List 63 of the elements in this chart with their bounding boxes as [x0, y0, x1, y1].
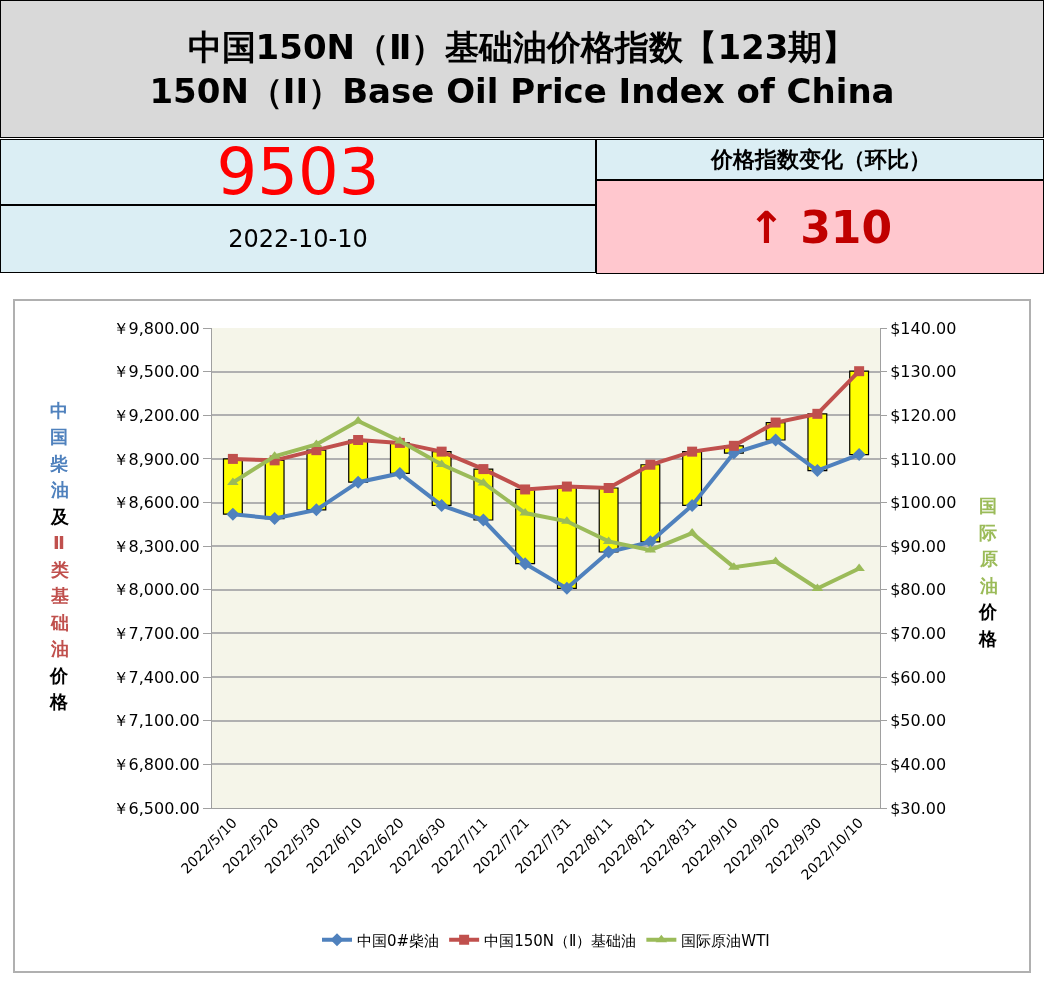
point	[687, 446, 698, 457]
point	[812, 408, 823, 419]
text: ↑ 310	[747, 201, 893, 253]
y2-tick-label: $70.00	[890, 624, 947, 644]
point	[226, 507, 240, 521]
y-tick-label: ￥8,600.00	[112, 493, 200, 513]
chart-title: 中国150N（Ⅱ）基础油价格指数【123期】 150N（II）Base Oil Price Index of China	[149, 26, 895, 112]
legend-label: 国际原油WTI	[681, 931, 770, 950]
y2-tick-label: $80.00	[890, 580, 947, 600]
point	[685, 498, 699, 512]
y2-axis-title: 国际原油价格	[978, 495, 998, 649]
text: 中国柴油及Ⅱ类基础油价格	[50, 400, 69, 712]
point	[770, 417, 781, 428]
y2-tick-label: $30.00	[890, 798, 947, 818]
point	[810, 464, 824, 478]
y2-tick-label: $120.00	[890, 405, 957, 425]
y-tick-label: ￥8,300.00	[112, 536, 200, 556]
y2-tick-label: $50.00	[890, 711, 947, 731]
legend-label: 中国0#柴油	[357, 931, 440, 950]
point	[435, 498, 449, 512]
y-tick-label: ￥8,000.00	[112, 580, 200, 600]
point	[227, 453, 238, 464]
y-tick-label: ￥7,700.00	[112, 624, 200, 644]
y2-tick-label: $100.00	[890, 493, 957, 513]
y-tick-label: ￥9,200.00	[112, 405, 200, 425]
point	[309, 503, 323, 517]
y-tick-label: ￥6,800.00	[112, 754, 200, 774]
point	[728, 440, 739, 451]
y2-tick-label: $140.00	[890, 318, 957, 338]
point	[353, 435, 364, 445]
y2-tick-label: $130.00	[890, 362, 957, 382]
point	[854, 366, 865, 377]
point	[393, 466, 407, 480]
point	[561, 481, 572, 492]
point	[603, 483, 614, 493]
text: 价格指数变化（环比）	[709, 147, 931, 172]
y-tick-label: ￥6,500.00	[112, 798, 200, 818]
y-tick-label: ￥9,800.00	[112, 318, 200, 338]
point	[268, 512, 282, 526]
legend-label: 中国150N（Ⅱ）基础油	[484, 931, 637, 950]
point	[852, 448, 866, 462]
point	[645, 459, 656, 470]
point	[476, 513, 490, 527]
y2-tick-label: $90.00	[890, 536, 947, 556]
point	[520, 484, 531, 495]
y-tick-label: ￥7,100.00	[112, 711, 200, 731]
y-tick-label: ￥9,500.00	[112, 362, 200, 382]
text: 2022-10-10	[228, 225, 368, 253]
y2-tick-label: $60.00	[890, 667, 947, 687]
point	[643, 535, 657, 549]
point	[351, 475, 365, 489]
point	[602, 545, 616, 559]
y2-tick-label: $110.00	[890, 449, 957, 469]
bar	[849, 370, 870, 456]
point	[518, 557, 532, 571]
text: 9503	[216, 135, 380, 209]
point	[436, 446, 447, 457]
point	[769, 433, 783, 447]
point	[478, 464, 489, 475]
y-tick-label: ￥8,900.00	[112, 449, 200, 469]
y-tick-label: ￥7,400.00	[112, 667, 200, 687]
point	[560, 581, 574, 595]
y2-tick-label: $40.00	[890, 754, 947, 774]
